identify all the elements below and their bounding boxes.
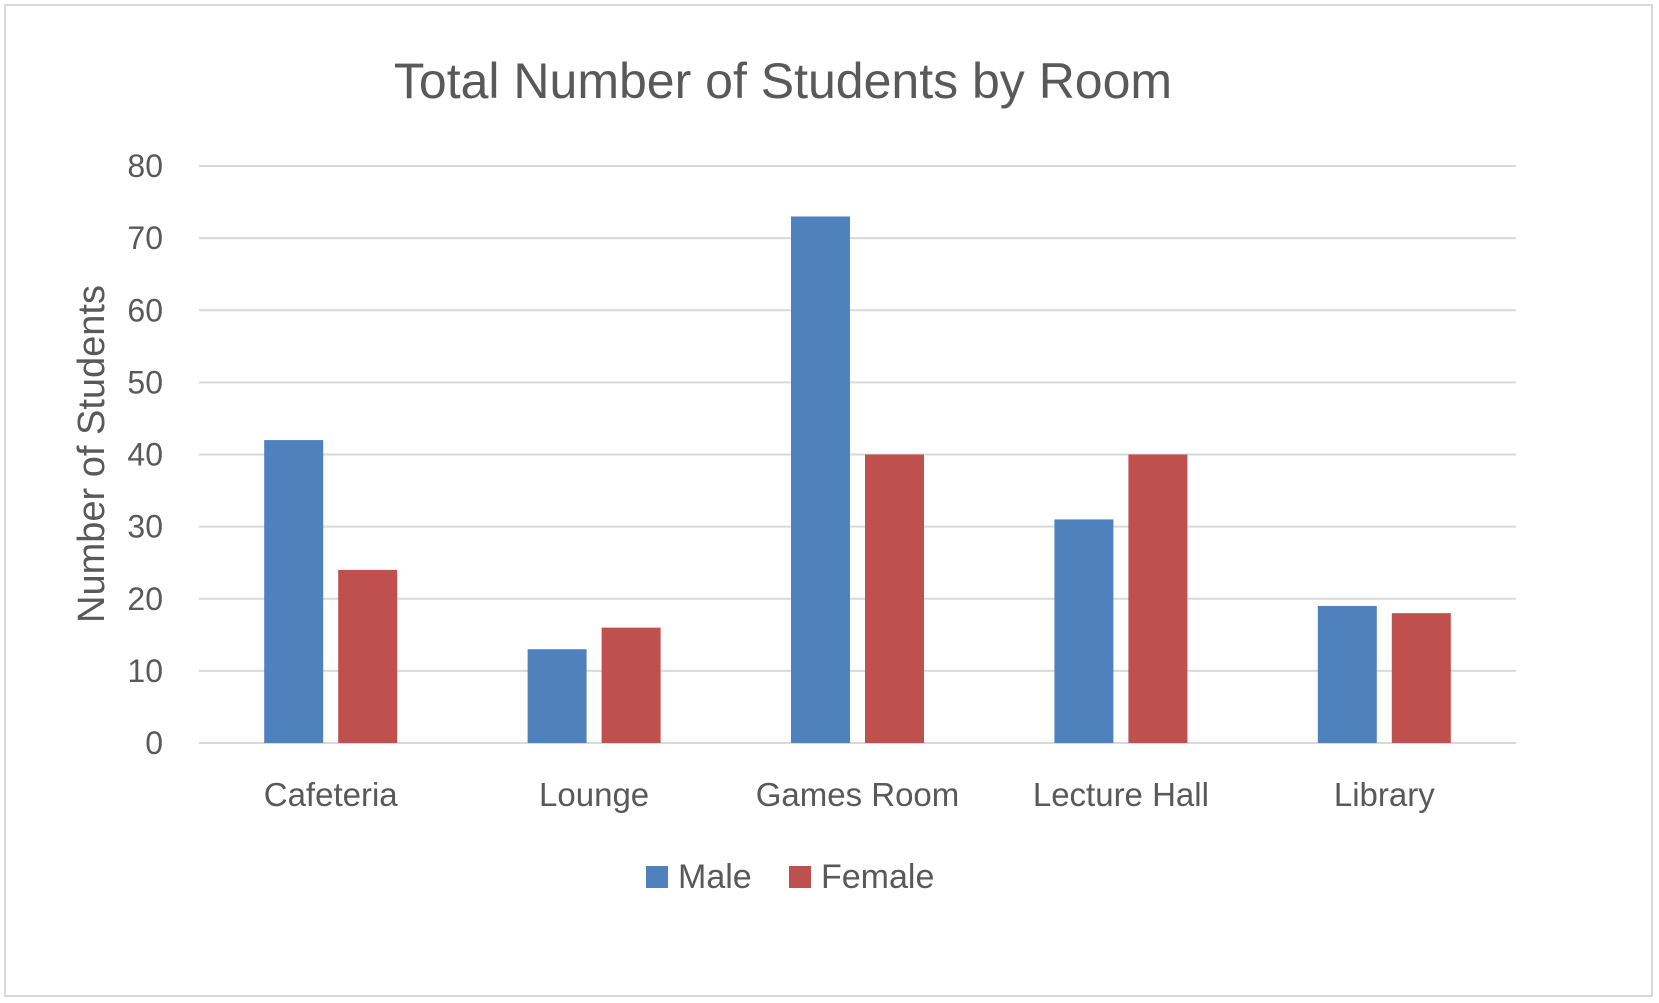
y-tick-label: 30	[127, 509, 163, 545]
gridlines	[199, 165, 1516, 744]
bar-male-cafeteria	[264, 440, 324, 743]
legend-swatch-female	[789, 866, 811, 888]
bar-female-cafeteria	[338, 569, 398, 743]
y-tick-label: 60	[127, 292, 163, 328]
y-axis-ticks: 0 10 20 30 40 50 60 70 80	[127, 148, 163, 761]
y-tick-label: 70	[127, 220, 163, 256]
y-tick-label: 0	[145, 725, 163, 761]
chart-title: Total Number of Students by Room	[394, 53, 1172, 109]
legend-swatch-male	[646, 866, 668, 888]
bar-male-library	[1317, 605, 1377, 743]
legend-label-female: Female	[821, 858, 934, 896]
x-category-label: Lecture Hall	[1033, 776, 1209, 813]
legend: Male Female	[646, 858, 934, 896]
x-category-label: Cafeteria	[264, 776, 399, 813]
x-category-label: Library	[1334, 776, 1435, 813]
legend-label-male: Male	[678, 858, 752, 896]
chart-svg: Total Number of Students by Room Number …	[71, 53, 1516, 896]
x-category-label: Games Room	[756, 776, 960, 813]
y-tick-label: 10	[127, 653, 163, 689]
bar-female-games-room	[865, 454, 924, 743]
bar-male-games-room	[791, 216, 850, 744]
bar-male-lecture-hall	[1054, 519, 1114, 743]
y-tick-label: 80	[127, 148, 163, 184]
x-axis-labels: Cafeteria Lounge Games Room Lecture Hall Lib…	[264, 776, 1435, 813]
x-category-label: Lounge	[539, 776, 649, 813]
chart-area: Total Number of Students by Room Number …	[4, 4, 1653, 997]
bar-female-library	[1391, 613, 1451, 743]
bar-female-lecture-hall	[1128, 454, 1188, 743]
bars	[264, 216, 1451, 744]
y-tick-label: 20	[127, 581, 163, 617]
bar-female-lounge	[601, 627, 661, 743]
y-tick-label: 40	[127, 437, 163, 473]
bar-male-lounge	[527, 649, 587, 743]
y-axis-title: Number of Students	[71, 285, 113, 623]
y-tick-label: 50	[127, 364, 163, 400]
